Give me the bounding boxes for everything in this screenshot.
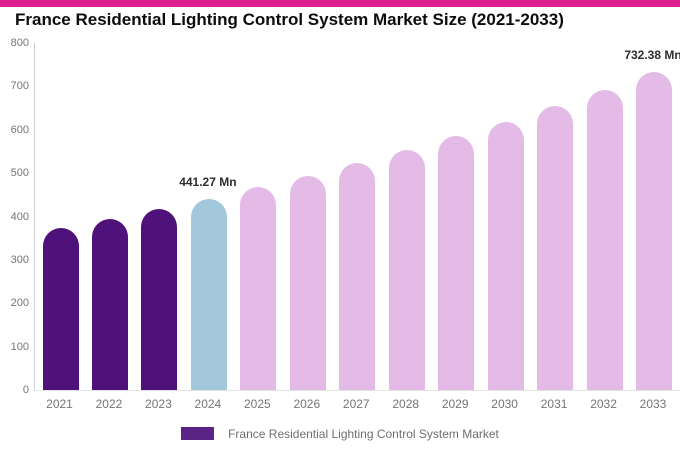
y-tick-100: 100 (10, 340, 29, 353)
y-tick-400: 400 (10, 210, 29, 223)
legend-label: France Residential Lighting Control Syst… (228, 426, 499, 441)
x-tick-2026: 2026 (293, 397, 321, 411)
bar-2030 (487, 121, 524, 390)
bar-2027 (339, 163, 376, 390)
y-tick-300: 300 (10, 253, 29, 266)
x-tick-2027: 2027 (342, 397, 370, 411)
bar-2021 (42, 228, 79, 390)
x-tick-2024: 2024 (194, 397, 222, 411)
chart-title: France Residential Lighting Control Syst… (15, 10, 564, 29)
y-tick-600: 600 (10, 123, 29, 136)
x-tick-2032: 2032 (590, 397, 617, 411)
bar-2031 (537, 106, 574, 390)
bar-2022 (91, 218, 128, 390)
legend-swatch (181, 427, 215, 440)
y-tick-700: 700 (10, 80, 29, 93)
bar-2029 (438, 136, 475, 390)
x-tick-2022: 2022 (95, 397, 123, 411)
y-tick-800: 800 (10, 37, 29, 49)
x-tick-2023: 2023 (145, 397, 172, 411)
plot-area (34, 43, 680, 391)
x-tick-2028: 2028 (392, 397, 420, 411)
x-tick-2029: 2029 (441, 397, 469, 411)
value-label-2024: 441.27 Mn (179, 174, 237, 189)
x-tick-2025: 2025 (243, 397, 271, 411)
bar-2026 (289, 175, 326, 390)
bar-2024 (190, 198, 227, 390)
value-label-2033: 732.38 Mn (624, 48, 680, 63)
top-accent-band (0, 0, 680, 7)
y-tick-500: 500 (10, 167, 29, 180)
x-tick-2033: 2033 (639, 397, 667, 411)
bar-2032 (586, 89, 623, 390)
y-tick-0: 0 (22, 384, 29, 396)
x-tick-2031: 2031 (540, 397, 568, 411)
x-tick-2030: 2030 (491, 397, 518, 411)
legend: France Residential Lighting Control Syst… (0, 426, 680, 441)
bar-2025 (240, 187, 277, 390)
y-tick-200: 200 (10, 297, 29, 310)
bar-2028 (388, 150, 425, 390)
x-tick-2021: 2021 (46, 397, 73, 411)
bar-2023 (141, 209, 178, 390)
bar-2033 (636, 72, 673, 390)
